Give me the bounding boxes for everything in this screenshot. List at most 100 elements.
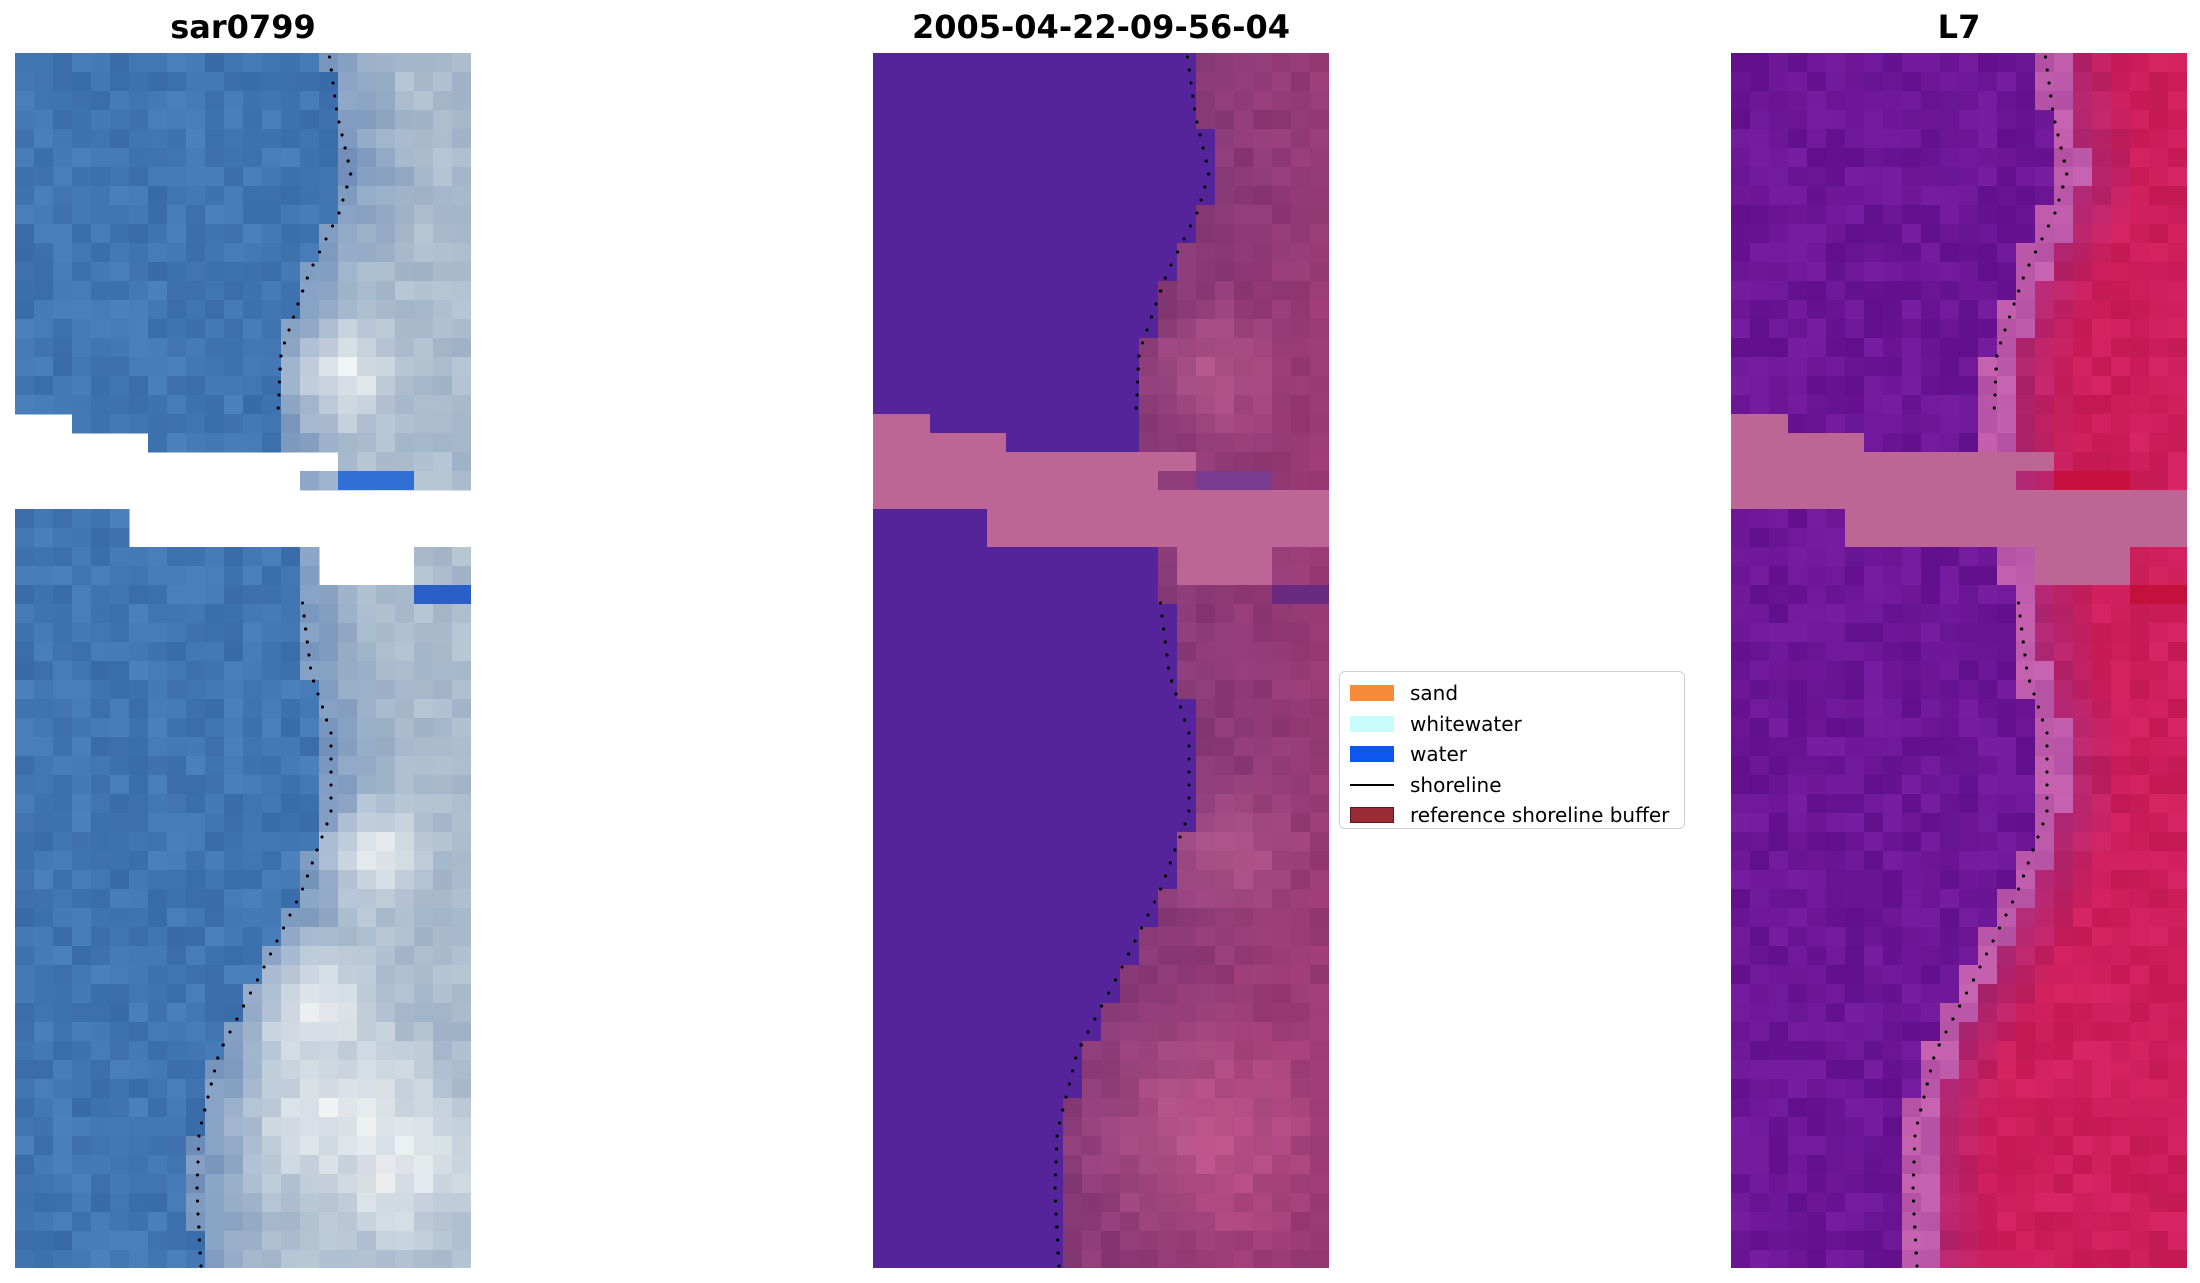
pixel-cell [1291,699,1311,719]
pixel-cell [1959,167,1979,187]
shoreline-point [305,874,309,878]
pixel-cell [1940,984,1960,1004]
pixel-cell [1234,623,1254,643]
pixel-cell [1063,91,1083,111]
pixel-cell [1196,376,1216,396]
pixel-cell [1978,775,1998,795]
shoreline-point [1174,692,1178,696]
pixel-cell [1845,357,1865,377]
pixel-cell [2092,1098,2112,1118]
pixel-cell [2092,1060,2112,1080]
pixel-cell [892,718,912,738]
pixel-cell [892,129,912,149]
pixel-cell [2168,547,2187,567]
pixel-cell [281,376,301,396]
pixel-cell [2149,471,2169,491]
pixel-cell [129,376,149,396]
pixel-cell [949,1041,969,1061]
pixel-cell [2149,300,2169,320]
pixel-cell [1044,53,1064,73]
pixel-cell [987,452,1007,472]
pixel-cell [262,1193,282,1213]
shoreline-point [329,731,333,735]
pixel-cell [129,1250,149,1268]
pixel-cell [873,72,893,92]
pixel-cell [1826,851,1846,871]
pixel-cell [395,110,415,130]
shoreline-point [331,81,335,85]
pixel-cell [300,775,320,795]
pixel-cell [911,1117,931,1137]
pixel-cell [243,338,263,358]
pixel-cell [376,1041,396,1061]
pixel-cell [2016,300,2036,320]
pixel-cell [2149,433,2169,453]
pixel-cell [281,1136,301,1156]
pixel-cell [395,984,415,1004]
pixel-cell [357,908,377,928]
pixel-cell [2149,414,2169,434]
pixel-cell [2149,870,2169,890]
pixel-cell [2130,528,2150,548]
pixel-cell [1826,1212,1846,1232]
pixel-cell [1044,547,1064,567]
pixel-cell [1902,1174,1922,1194]
pixel-cell [205,794,225,814]
pixel-cell [987,376,1007,396]
pixel-cell [930,357,950,377]
shoreline-point [1913,1134,1917,1138]
pixel-cell [205,129,225,149]
pixel-cell [243,642,263,662]
pixel-cell [110,1250,130,1268]
pixel-cell [148,110,168,130]
pixel-cell [1215,1136,1235,1156]
pixel-cell [2130,756,2150,776]
pixel-cell [1120,205,1140,225]
pixel-cell [2016,1079,2036,1099]
pixel-cell [224,908,244,928]
pixel-cell [34,946,54,966]
pixel-cell [1750,851,1770,871]
pixel-cell [1310,908,1329,928]
pixel-cell [1139,889,1159,909]
pixel-cell [1826,946,1846,966]
pixel-cell [2073,243,2093,263]
pixel-cell [1807,1231,1827,1251]
pixel-cell [72,585,92,605]
pixel-cell [2092,1231,2112,1251]
pixel-cell [1826,889,1846,909]
pixel-cell [1044,794,1064,814]
pixel-cell [2092,889,2112,909]
pixel-cell [1940,281,1960,301]
pixel-cell [110,661,130,681]
pixel-cell [1883,1041,1903,1061]
pixel-cell [319,1212,339,1232]
pixel-cell [1826,1022,1846,1042]
pixel-cell [2016,148,2036,168]
pixel-cell [186,1098,206,1118]
pixel-cell [1253,832,1273,852]
pixel-cell [262,1079,282,1099]
pixel-cell [243,357,263,377]
pixel-cell [1044,737,1064,757]
pixel-cell [1044,813,1064,833]
pixel-cell [1101,642,1121,662]
pixel-cell [2130,357,2150,377]
pixel-cell [1215,509,1235,529]
pixel-cell [1826,585,1846,605]
shoreline-point [2032,692,2036,696]
pixel-cell [91,680,111,700]
pixel-cell [930,585,950,605]
pixel-cell [1807,566,1827,586]
pixel-cell [148,433,168,453]
shoreline-point [1187,68,1191,72]
pixel-cell [148,357,168,377]
pixel-cell [2073,642,2093,662]
pixel-cell [15,167,35,187]
pixel-cell [873,452,893,472]
pixel-cell [2073,718,2093,738]
pixel-cell [452,414,471,434]
pixel-cell [2016,1136,2036,1156]
pixel-cell [1959,357,1979,377]
shoreline-point [1139,926,1144,930]
